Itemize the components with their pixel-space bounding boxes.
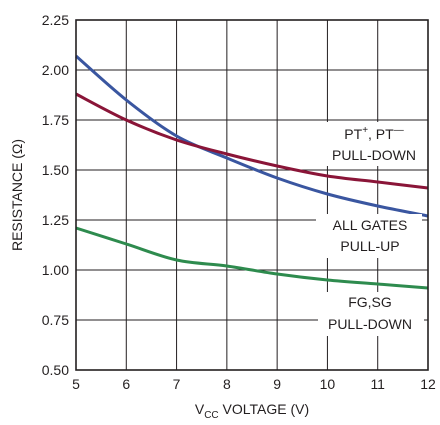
x-axis-label: VCC VOLTAGE (V) [195, 401, 309, 421]
tick-labels: 5 6 7 8 9 10 11 12 0.50 0.75 1.00 1.25 1.50 1.75 2.00 2… [42, 12, 436, 392]
gates-label-line2: PULL-UP [340, 238, 399, 254]
gates-label-bg [316, 214, 422, 258]
series-line-blue [75, 54, 429, 218]
x-tick-label: 8 [223, 376, 231, 392]
y-axis-label: RESISTANCE (Ω) [9, 139, 25, 251]
series-line-green [75, 226, 429, 290]
annotations: PT+, PT— PULL-DOWN ALL GATES PULL-UP FG,… [316, 122, 425, 336]
x-tick-label: 9 [273, 376, 281, 392]
fg-label-bg [318, 292, 424, 336]
y-tick-label: 1.75 [42, 112, 69, 128]
y-tick-label: 1.00 [42, 262, 69, 278]
x-tick-label: 10 [320, 376, 336, 392]
y-tick-label: 0.50 [42, 362, 69, 378]
pt-label-bg [323, 122, 425, 166]
y-tick-label: 1.25 [42, 212, 69, 228]
x-tick-label: 11 [370, 376, 385, 392]
plot-frame [75, 19, 429, 371]
pt-label-line2: PULL-DOWN [332, 147, 416, 163]
gates-label-line1: ALL GATES [333, 217, 408, 233]
series-lines [75, 54, 429, 290]
x-tick-label: 6 [122, 376, 130, 392]
x-tick-label: 7 [173, 376, 181, 392]
y-tick-label: 1.50 [42, 162, 69, 178]
fg-label-line1: FG,SG [348, 294, 392, 310]
pt-label-line1: PT+, PT— [344, 125, 403, 142]
x-tick-label: 12 [420, 376, 436, 392]
fg-label-line2: PULL-DOWN [328, 316, 412, 332]
y-tick-label: 2.25 [42, 12, 69, 28]
series-line-maroon [75, 92, 429, 190]
x-tick-label: 5 [72, 376, 80, 392]
y-tick-label: 2.00 [42, 62, 69, 78]
y-tick-label: 0.75 [42, 312, 69, 328]
